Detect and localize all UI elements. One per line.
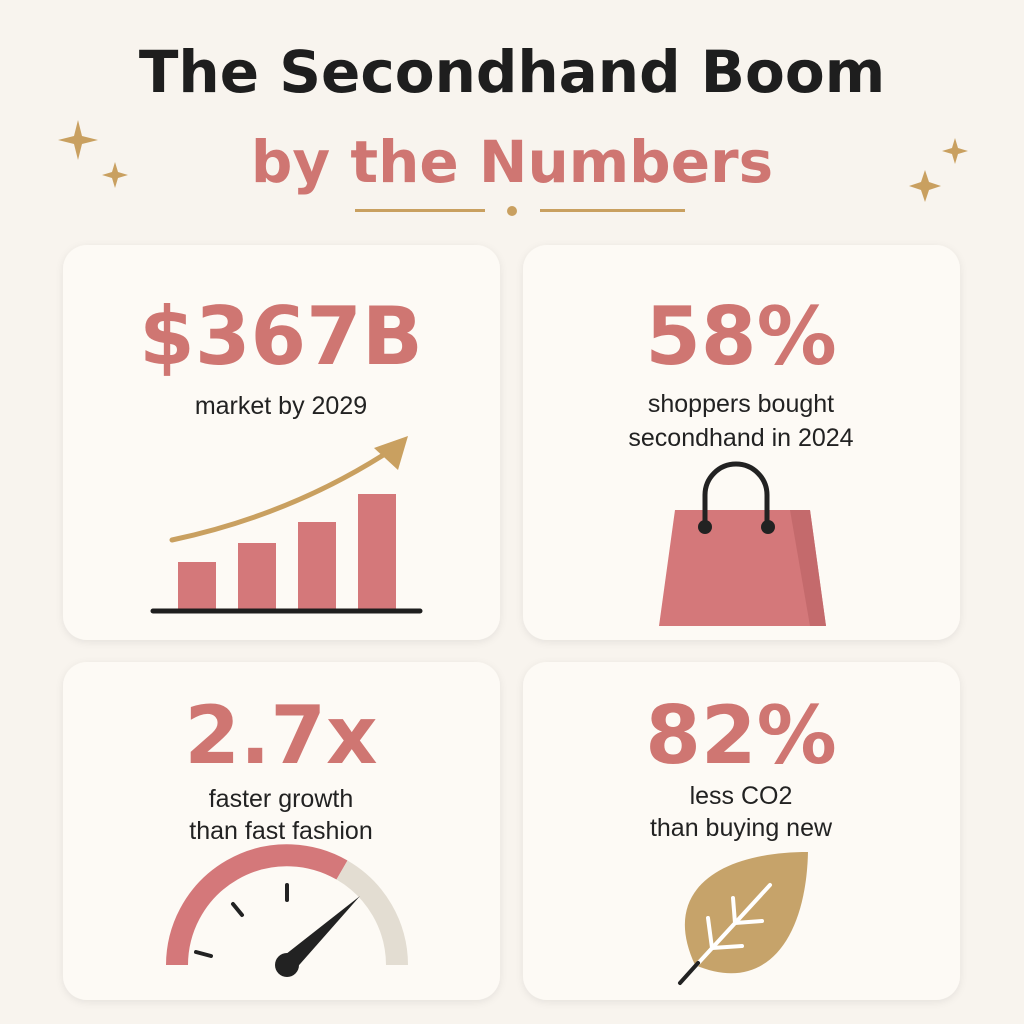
stat-value: 82% (645, 689, 836, 782)
leaf-icon (678, 852, 808, 985)
stat-caption: faster growth (209, 785, 354, 813)
cards (63, 245, 960, 1000)
decorations (58, 120, 968, 216)
stat-value: $367B (139, 290, 423, 383)
stat-caption: shoppers bought (648, 390, 834, 418)
stat-caption: than buying new (650, 814, 833, 842)
stat-value: 58% (645, 290, 836, 383)
stat-caption: market by 2029 (195, 392, 367, 420)
bag-icon (659, 461, 826, 626)
growth-chart-icon (150, 436, 423, 614)
stat-caption: less CO2 (690, 782, 793, 810)
title: The Secondhand Boom (139, 38, 885, 106)
gauge-icon (166, 844, 408, 977)
subtitle: by the Numbers (251, 128, 773, 196)
stat-value: 2.7x (184, 689, 377, 782)
stat-caption: secondhand in 2024 (628, 424, 853, 452)
stat-caption: than fast fashion (189, 817, 372, 845)
